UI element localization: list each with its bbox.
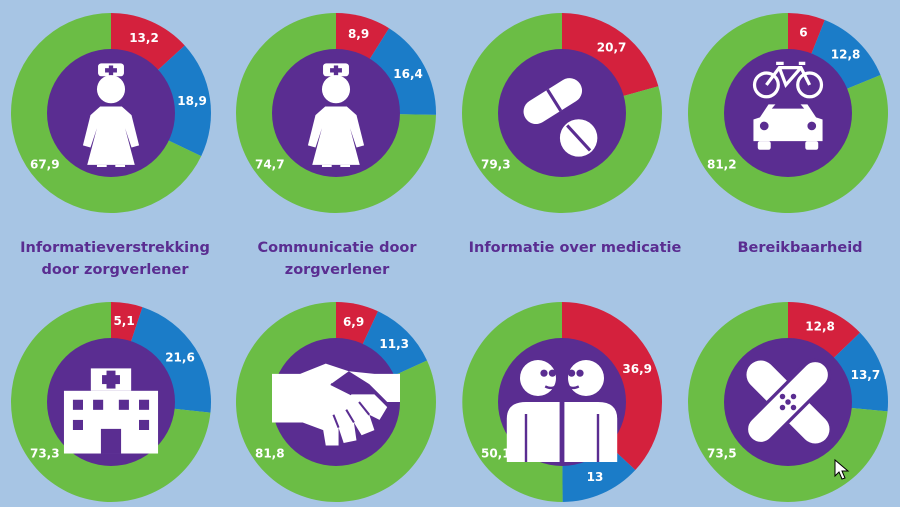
data-label-green: 73,3 — [30, 447, 60, 461]
data-label-red: 6,9 — [343, 315, 364, 329]
data-label-blue: 21,6 — [165, 351, 195, 365]
mouse-cursor — [834, 458, 850, 480]
donut-chart-7: 36,9 13 50,1 — [462, 301, 663, 503]
data-label-blue: 13 — [587, 470, 604, 484]
data-label-red: 12,8 — [805, 320, 835, 334]
data-label-green: 50,1 — [481, 447, 511, 461]
caption-informatie-medicatie: Informatie over medicatie — [468, 240, 682, 256]
donut-chart-8: 12,8 13,7 73,5 — [688, 302, 889, 502]
data-label-blue: 18,9 — [177, 94, 207, 108]
data-label-blue: 16,4 — [393, 67, 423, 81]
donut-chart-5: 5,1 21,6 73,3 — [10, 301, 211, 502]
data-label-blue: 12,8 — [831, 48, 861, 62]
donut-center — [498, 49, 626, 177]
data-label-red: 36,9 — [622, 362, 652, 376]
data-label-red: 5,1 — [113, 314, 134, 328]
donut-chart-3: 20,7 79,3 — [461, 12, 662, 213]
caption-communicatie: Communicatie door zorgverlener — [257, 240, 417, 278]
data-label-green: 79,3 — [481, 158, 511, 172]
data-label-green: 74,7 — [255, 158, 285, 172]
caption-bereikbaarheid: Bereikbaarheid — [737, 240, 863, 256]
donut-chart-6: 6,9 11,3 81,8 — [236, 302, 437, 503]
caption-informatieverstrekking: Informatieverstrekking door zorgverlener — [20, 240, 210, 278]
donut-chart-4: 6 12,8 81,2 — [688, 13, 889, 214]
donut-chart-1: 13,2 18,9 67,9 — [10, 13, 211, 213]
data-label-green: 81,2 — [707, 158, 737, 172]
data-label-green: 73,5 — [707, 447, 737, 461]
data-label-red: 20,7 — [597, 41, 627, 55]
data-label-blue: 11,3 — [379, 337, 409, 351]
data-label-red: 6 — [799, 26, 807, 40]
donut-chart-2: 8,9 16,4 74,7 — [235, 12, 436, 214]
data-label-blue: 13,7 — [851, 368, 881, 382]
data-label-green: 81,8 — [255, 447, 285, 461]
data-label-red: 13,2 — [129, 31, 159, 45]
data-label-red: 8,9 — [348, 27, 369, 41]
data-label-green: 67,9 — [30, 158, 60, 172]
